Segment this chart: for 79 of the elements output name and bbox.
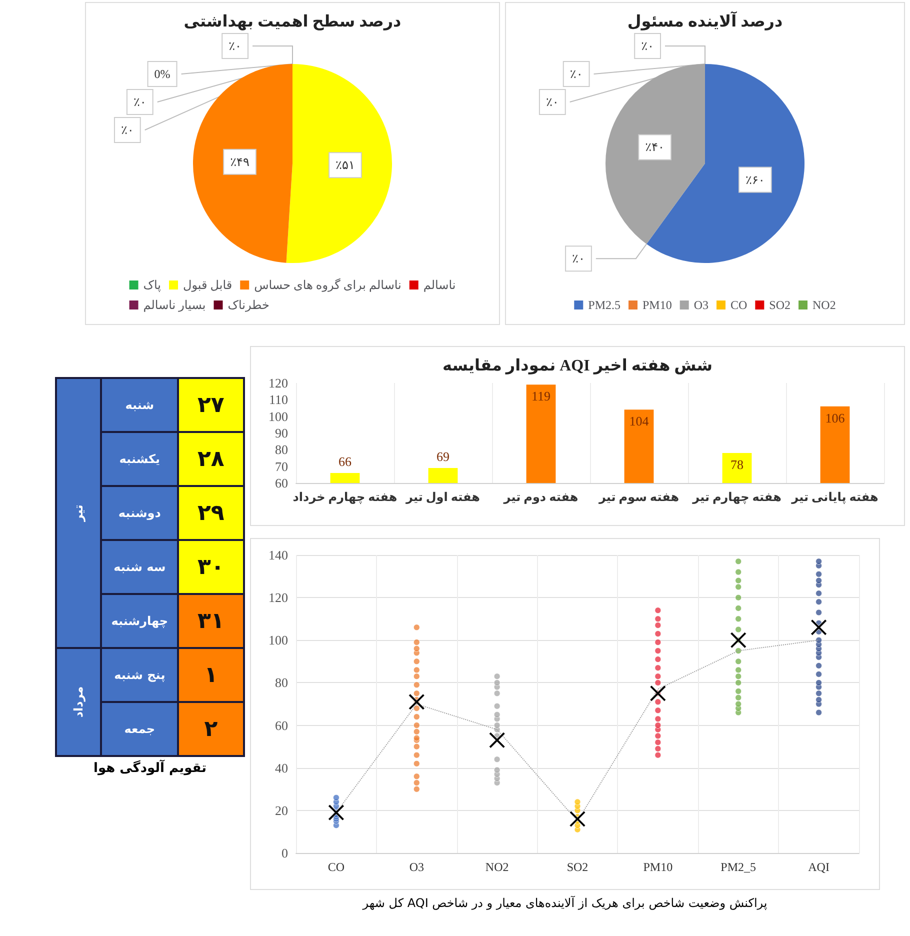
legend-label: پاک bbox=[143, 278, 162, 292]
y-tick-label: 100 bbox=[268, 632, 288, 648]
legend-label: O3 bbox=[694, 298, 709, 312]
text: ٪۰ bbox=[133, 94, 146, 109]
x-tick-label: هفته چهارم تیر bbox=[692, 490, 782, 504]
y-tick-label: شنبه bbox=[101, 378, 178, 432]
x-tick-label: هفته اول تیر bbox=[405, 490, 480, 504]
text: 0% bbox=[154, 66, 170, 81]
text: ۲ bbox=[204, 716, 218, 742]
x-tick-label: AQI bbox=[808, 860, 830, 874]
legend-label: CO bbox=[730, 298, 748, 312]
text: تقویم آلودگی هوا bbox=[92, 761, 208, 776]
y-tick-label: 100 bbox=[268, 408, 288, 424]
y-tick-label: 140 bbox=[268, 548, 288, 562]
text: ۲۸ bbox=[198, 446, 224, 472]
legend-label: SO2 bbox=[769, 298, 791, 312]
legend-label: PM10 bbox=[642, 298, 672, 312]
y-tick-label: 0 bbox=[282, 846, 288, 860]
text: ۳۰ bbox=[198, 554, 224, 580]
text: پراکنش وضعیت شاخص برای هریک از آلاینده‌های معیار و در شاخص AQI کل شهر bbox=[361, 896, 768, 910]
chart-title: درصد سطح اهمیت بهداشتی bbox=[184, 14, 402, 30]
text: ٪۰ bbox=[570, 66, 583, 81]
legend-label: PM2.5 bbox=[588, 298, 620, 312]
text: ٪۰ bbox=[228, 38, 242, 53]
text: ۳۱ bbox=[198, 608, 224, 634]
y-tick-label: چهارشنبه bbox=[101, 594, 178, 648]
text: ٪۰ bbox=[641, 38, 654, 53]
x-tick-label: هفته سوم تیر bbox=[598, 490, 680, 504]
x-tick-label: CO bbox=[328, 860, 345, 874]
y-tick-label: 20 bbox=[275, 802, 288, 818]
legend-label: بسیار ناسالم bbox=[143, 298, 206, 312]
x-tick-label: PM10 bbox=[643, 860, 673, 874]
data-label: ٪۴۹ bbox=[230, 154, 250, 169]
chart-title: نمودار مقایسه AQI شش هفته اخیر bbox=[442, 358, 713, 374]
y-tick-label: 120 bbox=[268, 590, 288, 606]
y-tick-label: یکشنبه bbox=[101, 432, 178, 486]
y-tick-label: 60 bbox=[275, 476, 288, 490]
text: مرداد bbox=[72, 686, 86, 718]
x-tick-label: هفته چهارم خرداد bbox=[292, 490, 398, 504]
y-tick-label: جمعه bbox=[101, 702, 178, 756]
legend-label: قابل قبول bbox=[183, 278, 232, 292]
text: تیر bbox=[72, 504, 86, 522]
y-tick-label: دوشنبه bbox=[101, 486, 178, 540]
text: ٪۰ bbox=[572, 252, 585, 266]
y-tick-label: 80 bbox=[275, 675, 288, 690]
legend-label: ناسالم برای گروه های حساس bbox=[254, 278, 402, 292]
data-label: 106 bbox=[825, 410, 846, 426]
data-label: ٪۶۰ bbox=[746, 172, 765, 187]
data-label: 104 bbox=[629, 414, 650, 429]
text: ۲۷ bbox=[198, 392, 224, 418]
x-tick-label: SO2 bbox=[566, 860, 588, 874]
text: ۱ bbox=[204, 662, 218, 688]
data-label: 69 bbox=[436, 449, 450, 464]
chart-title: درصد آلاینده مسئول bbox=[627, 10, 783, 30]
x-tick-label: هفته دوم تیر bbox=[502, 490, 578, 504]
data-label: ٪۴۰ bbox=[645, 140, 664, 154]
x-tick-label: O3 bbox=[409, 860, 424, 874]
y-tick-label: 90 bbox=[275, 426, 288, 440]
y-tick-label: 70 bbox=[275, 458, 288, 474]
y-tick-label: سه شنبه bbox=[101, 540, 178, 594]
text: ٪۰ bbox=[120, 122, 134, 137]
legend-label: NO2 bbox=[812, 298, 836, 312]
x-tick-label: هفته پایانی تیر bbox=[790, 490, 878, 504]
y-tick-label: 80 bbox=[275, 442, 288, 458]
data-label: ٪۵۱ bbox=[336, 158, 355, 172]
y-tick-label: 40 bbox=[275, 760, 288, 776]
data-label: 78 bbox=[730, 457, 744, 472]
data-label: 119 bbox=[531, 388, 551, 404]
text: ۲۹ bbox=[198, 500, 224, 526]
legend-label: ناسالم bbox=[423, 278, 456, 292]
x-tick-label: NO2 bbox=[485, 860, 509, 874]
y-tick-label: پنج شنبه bbox=[101, 648, 178, 702]
text: ٪۰ bbox=[546, 94, 559, 109]
x-tick-label: PM2_5 bbox=[720, 860, 756, 874]
data-label: 66 bbox=[338, 454, 352, 469]
y-tick-label: 110 bbox=[268, 392, 288, 408]
legend-label: خطرناک bbox=[228, 298, 270, 312]
y-tick-label: 120 bbox=[268, 376, 288, 390]
y-tick-label: 60 bbox=[275, 718, 288, 733]
